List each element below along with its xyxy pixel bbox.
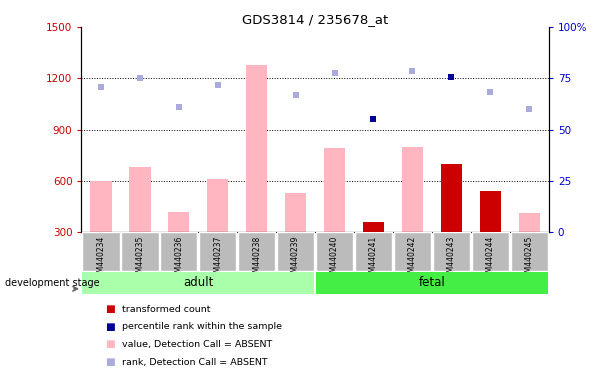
Bar [355,232,392,271]
Bar [479,191,501,232]
Bar [511,232,548,271]
Point [368,116,378,122]
Text: GSM440234: GSM440234 [96,235,106,282]
Text: ■: ■ [106,339,115,349]
Bar [316,232,353,271]
Bar [168,212,189,232]
Bar [90,181,112,232]
Bar [363,222,384,232]
Text: GSM440236: GSM440236 [174,235,183,282]
Bar [160,232,197,271]
Bar [246,65,267,232]
Text: GSM440245: GSM440245 [525,235,534,282]
Bar [121,232,159,271]
Text: transformed count: transformed count [122,305,211,314]
Text: GSM440238: GSM440238 [252,235,261,281]
Bar [402,147,423,232]
Bar [324,149,346,232]
Bar [316,272,548,295]
Point [447,73,456,79]
Text: ■: ■ [106,357,115,367]
Title: GDS3814 / 235678_at: GDS3814 / 235678_at [242,13,388,26]
Text: fetal: fetal [418,276,445,289]
Text: development stage: development stage [5,278,99,288]
Bar [479,191,501,232]
Bar [82,272,314,295]
Point [291,92,300,98]
Bar [207,179,229,232]
Point [330,70,339,76]
Text: rank, Detection Call = ABSENT: rank, Detection Call = ABSENT [122,358,268,367]
Point [135,75,145,81]
Text: percentile rank within the sample: percentile rank within the sample [122,322,282,331]
Text: GSM440240: GSM440240 [330,235,339,282]
Bar [277,232,314,271]
Bar [394,232,431,271]
Point [525,106,534,112]
Bar [441,164,462,232]
Point [96,84,106,90]
Text: GSM440244: GSM440244 [486,235,495,282]
Text: GSM440235: GSM440235 [135,235,144,282]
Bar [82,232,119,271]
Point [174,104,183,111]
Bar [285,193,306,232]
Point [408,68,417,74]
Bar [238,232,276,271]
Point [213,82,223,88]
Text: GSM440242: GSM440242 [408,235,417,281]
Bar [199,232,236,271]
Point [485,89,495,95]
Text: GSM440237: GSM440237 [213,235,223,282]
Text: GSM440239: GSM440239 [291,235,300,282]
Text: ■: ■ [106,322,115,332]
Bar [129,167,151,232]
Bar [472,232,509,271]
Bar [519,214,540,232]
Text: GSM440241: GSM440241 [369,235,378,281]
Text: value, Detection Call = ABSENT: value, Detection Call = ABSENT [122,340,273,349]
Text: GSM440243: GSM440243 [447,235,456,282]
Text: adult: adult [183,276,213,289]
Text: ■: ■ [106,304,115,314]
Bar [433,232,470,271]
